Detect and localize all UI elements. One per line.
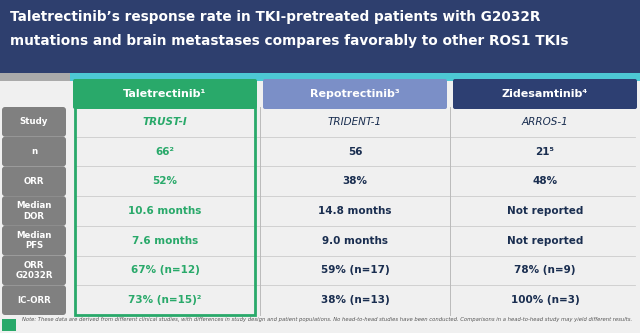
Text: 7.6 months: 7.6 months [132,236,198,246]
FancyBboxPatch shape [0,73,70,81]
Text: 78% (n=9): 78% (n=9) [515,265,576,275]
Text: Zidesamtinib⁴: Zidesamtinib⁴ [502,89,588,99]
Text: 14.8 months: 14.8 months [318,206,392,216]
Text: TRIDENT-1: TRIDENT-1 [328,117,382,127]
FancyBboxPatch shape [70,73,640,81]
FancyBboxPatch shape [2,285,66,315]
Text: 56: 56 [348,147,362,157]
Text: 38%: 38% [342,176,367,186]
FancyBboxPatch shape [2,196,66,226]
FancyBboxPatch shape [0,0,640,73]
Text: 59% (n=17): 59% (n=17) [321,265,389,275]
Text: 66²: 66² [156,147,175,157]
FancyBboxPatch shape [453,79,637,109]
Text: 10.6 months: 10.6 months [128,206,202,216]
Text: 52%: 52% [152,176,177,186]
FancyBboxPatch shape [2,166,66,196]
FancyBboxPatch shape [2,226,66,255]
Text: Not reported: Not reported [507,206,583,216]
Text: 9.0 months: 9.0 months [322,236,388,246]
Text: IC-ORR: IC-ORR [17,296,51,305]
Text: Taletrectinib’s response rate in TKI-pretreated patients with G2032R: Taletrectinib’s response rate in TKI-pre… [10,10,540,24]
FancyBboxPatch shape [2,137,66,166]
Text: Median
DOR: Median DOR [16,201,52,221]
Text: mutations and brain metastases compares favorably to other ROS1 TKIs: mutations and brain metastases compares … [10,34,568,48]
Text: 100% (n=3): 100% (n=3) [511,295,579,305]
Text: TRUST-I: TRUST-I [143,117,188,127]
Text: ORR
G2032R: ORR G2032R [15,261,52,280]
Text: ARROS-1: ARROS-1 [522,117,568,127]
Text: Taletrectinib¹: Taletrectinib¹ [124,89,207,99]
Text: 73% (n=15)²: 73% (n=15)² [128,295,202,305]
FancyBboxPatch shape [2,107,66,137]
Text: Repotrectinib³: Repotrectinib³ [310,89,400,99]
Text: Note: These data are derived from different clinical studies, with differences i: Note: These data are derived from differ… [22,317,632,322]
Text: 48%: 48% [532,176,557,186]
FancyBboxPatch shape [263,79,447,109]
Text: Median
PFS: Median PFS [16,231,52,250]
Text: 67% (n=12): 67% (n=12) [131,265,200,275]
FancyBboxPatch shape [2,319,16,331]
Text: n: n [31,147,37,156]
Text: Not reported: Not reported [507,236,583,246]
Text: ORR: ORR [24,177,44,186]
FancyBboxPatch shape [73,79,257,109]
Text: 21⁵: 21⁵ [536,147,554,157]
Text: 38% (n=13): 38% (n=13) [321,295,389,305]
Text: Study: Study [20,117,48,126]
FancyBboxPatch shape [2,255,66,285]
